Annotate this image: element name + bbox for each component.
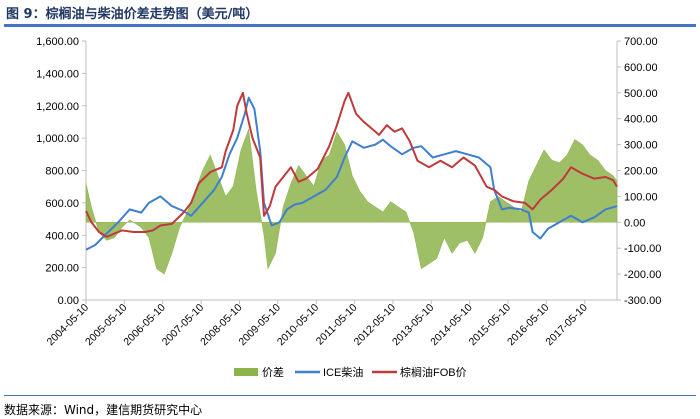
right-tick-label: 700.00 bbox=[624, 36, 658, 48]
legend-label-spread: 价差 bbox=[262, 365, 284, 379]
page-title: 图 9：棕榈油与柴油价差走势图（美元/吨） bbox=[6, 7, 259, 22]
legend-label-diesel: ICE柴油 bbox=[323, 365, 363, 379]
line-series-group bbox=[85, 91, 618, 251]
x-axis-ticks: 2004-05-102005-05-102006-05-102007-05-10… bbox=[45, 300, 590, 348]
right-tick-label: -100.00 bbox=[624, 243, 661, 255]
right-tick-label: 500.00 bbox=[624, 88, 658, 100]
right-tick-label: 600.00 bbox=[624, 62, 658, 74]
left-tick-label: 800.00 bbox=[45, 166, 79, 178]
title-divider bbox=[4, 24, 696, 27]
right-tick-label: 300.00 bbox=[624, 140, 658, 152]
left-tick-label: 600.00 bbox=[45, 198, 79, 210]
x-tick-label: 2017-05-10 bbox=[543, 302, 590, 349]
left-tick-label: 1,000.00 bbox=[36, 133, 79, 145]
footer-divider bbox=[4, 395, 696, 396]
spread-area-series bbox=[85, 129, 618, 275]
left-tick-label: 0.00 bbox=[58, 295, 79, 307]
right-tick-label: -200.00 bbox=[624, 269, 661, 281]
palm-oil-line bbox=[85, 91, 618, 238]
chart-legend: 价差 ICE柴油 棕榈油FOB价 bbox=[234, 365, 467, 379]
right-tick-label: 400.00 bbox=[624, 114, 658, 126]
spread-area bbox=[85, 129, 618, 275]
source-note: 数据来源：Wind，建信期货研究中心 bbox=[4, 403, 203, 417]
left-tick-label: 400.00 bbox=[45, 230, 79, 242]
left-tick-label: 200.00 bbox=[45, 263, 79, 275]
left-tick-label: 1,600.00 bbox=[36, 36, 79, 48]
right-tick-label: -300.00 bbox=[624, 295, 661, 307]
right-tick-label: 200.00 bbox=[624, 166, 658, 178]
left-tick-label: 1,200.00 bbox=[36, 101, 79, 113]
diesel-line bbox=[85, 96, 618, 251]
legend-label-palm: 棕榈油FOB价 bbox=[400, 365, 467, 379]
right-tick-label: 0.00 bbox=[624, 217, 645, 229]
spread-chart: 0.00 200.00 400.00 600.00 800.00 1,000.00 1,20… bbox=[36, 36, 661, 379]
left-tick-label: 1,400.00 bbox=[36, 68, 79, 80]
legend-swatch-spread bbox=[234, 368, 258, 376]
left-axis-ticks: 0.00 200.00 400.00 600.00 800.00 1,000.00 1,20… bbox=[36, 36, 86, 307]
right-tick-label: 100.00 bbox=[624, 191, 658, 203]
right-axis-ticks: -300.00 -200.00 -100.00 0.00 100.00 200.00 300… bbox=[617, 36, 661, 307]
